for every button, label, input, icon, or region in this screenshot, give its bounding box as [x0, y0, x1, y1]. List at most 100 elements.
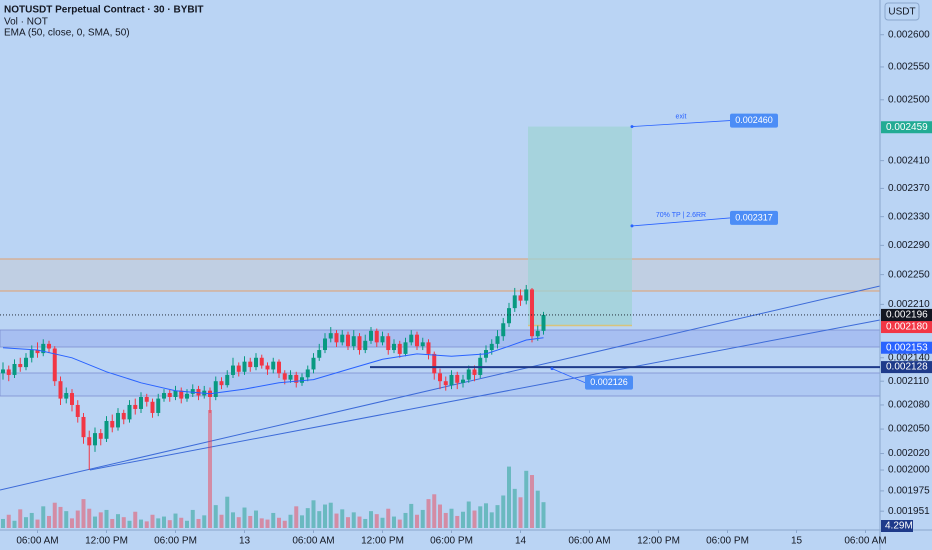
trend-line — [89, 319, 881, 471]
volume-bar — [380, 517, 385, 528]
candle-body — [41, 343, 46, 354]
y-tick-label: 0.002250 — [888, 269, 930, 280]
volume-bar — [127, 520, 132, 528]
y-tick-label: 0.002110 — [888, 376, 929, 387]
position-target-zone — [528, 126, 632, 326]
volume-bar — [259, 518, 264, 528]
volume-bar — [357, 516, 362, 528]
candle-body — [426, 342, 431, 354]
x-tick-label: 14 — [515, 536, 527, 547]
volume-bar — [317, 511, 322, 528]
volume-bar — [282, 520, 287, 528]
volume-bar — [208, 410, 212, 528]
price-badge-label: 0.002128 — [886, 362, 928, 373]
candle-body — [156, 398, 161, 413]
volume-bar — [328, 502, 333, 528]
volume-bar — [248, 515, 253, 528]
candle-body — [512, 295, 517, 309]
volume-bar — [541, 502, 546, 528]
candle-body — [58, 381, 63, 399]
volume-bar — [489, 512, 494, 528]
candle-body — [363, 340, 368, 351]
volume-bar — [35, 519, 40, 528]
price-badge — [881, 361, 932, 374]
volume-bar — [374, 514, 379, 528]
candle-body — [87, 437, 92, 446]
price-badge — [881, 121, 932, 134]
volume-bar — [369, 511, 373, 528]
candle-body — [144, 396, 149, 402]
subtitle: Vol · NOT — [4, 17, 48, 28]
candle-body — [346, 334, 350, 347]
volume-bar — [438, 504, 442, 528]
annotation-label: 0.002460 — [735, 115, 773, 125]
candle-body — [530, 289, 534, 337]
volume-bar — [271, 512, 276, 528]
candle-body — [380, 336, 385, 343]
volume-bar — [202, 515, 207, 528]
volume-bar — [121, 517, 126, 528]
volume-bar — [52, 502, 57, 528]
candle-body — [277, 361, 281, 374]
candle-body — [35, 350, 40, 354]
currency-button[interactable] — [884, 2, 920, 21]
volume-bar — [535, 490, 540, 528]
volume-bar — [87, 508, 92, 528]
volume-bar — [18, 509, 23, 528]
candle-body — [18, 363, 23, 368]
volume-bar — [144, 521, 149, 528]
candle-body — [288, 374, 293, 380]
candle-body — [47, 343, 51, 349]
volume-bar — [443, 512, 448, 528]
candle-body — [179, 390, 184, 399]
candle-body — [162, 393, 166, 399]
volume-bar — [41, 506, 46, 528]
candle-body — [98, 433, 103, 439]
candle-body — [443, 381, 448, 386]
chart-title: NOTUSDT Perpetual Contract · 30 · BYBIT — [4, 5, 203, 16]
currency[interactable]: USDT — [888, 7, 915, 18]
candle-body — [323, 338, 327, 351]
candle-body — [397, 343, 402, 354]
volume-bar — [173, 513, 178, 528]
volume-bar — [110, 518, 115, 528]
volume-bar — [1, 518, 5, 528]
candle-body — [300, 377, 304, 383]
y-tick-label: 0.002290 — [888, 240, 930, 251]
volume-bar — [98, 512, 103, 528]
volume-bar — [265, 519, 270, 528]
x-tick-label: 06:00 AM — [16, 536, 58, 547]
candle-body — [317, 350, 322, 358]
y-tick-label: 0.002410 — [888, 155, 930, 166]
candle-body — [438, 373, 442, 382]
candle-body — [386, 336, 391, 351]
candle-body — [150, 401, 155, 413]
candle-body — [12, 363, 17, 375]
candle-body — [334, 333, 339, 343]
candle-body — [409, 334, 414, 343]
y-tick-label: 0.001951 — [888, 506, 930, 517]
volume-bar — [484, 503, 488, 528]
candle-body — [495, 336, 500, 344]
candle-body — [93, 433, 97, 446]
annotation-text: 70% TP | 2.6RR — [656, 212, 706, 219]
volume-bar — [231, 512, 235, 528]
y-tick-label: 0.002140 — [888, 352, 930, 363]
volume-bar — [213, 505, 218, 528]
candle-body — [466, 369, 471, 380]
annotation-text: exit — [676, 113, 687, 120]
candle-body — [340, 334, 345, 343]
y-tick-label: 0.002050 — [888, 424, 930, 435]
volume-bar — [518, 497, 523, 528]
candle-body — [139, 396, 143, 409]
candle-body — [185, 393, 189, 399]
y-tick-label: 0.001975 — [888, 486, 930, 497]
candle-body — [265, 365, 270, 370]
volume-bar — [104, 509, 109, 528]
volume-bar — [403, 512, 408, 528]
y-tick-label: 0.002550 — [888, 62, 930, 73]
volume-bar — [81, 499, 86, 528]
volume-bar — [478, 506, 483, 528]
y-tick-label: 0.002600 — [888, 29, 930, 40]
